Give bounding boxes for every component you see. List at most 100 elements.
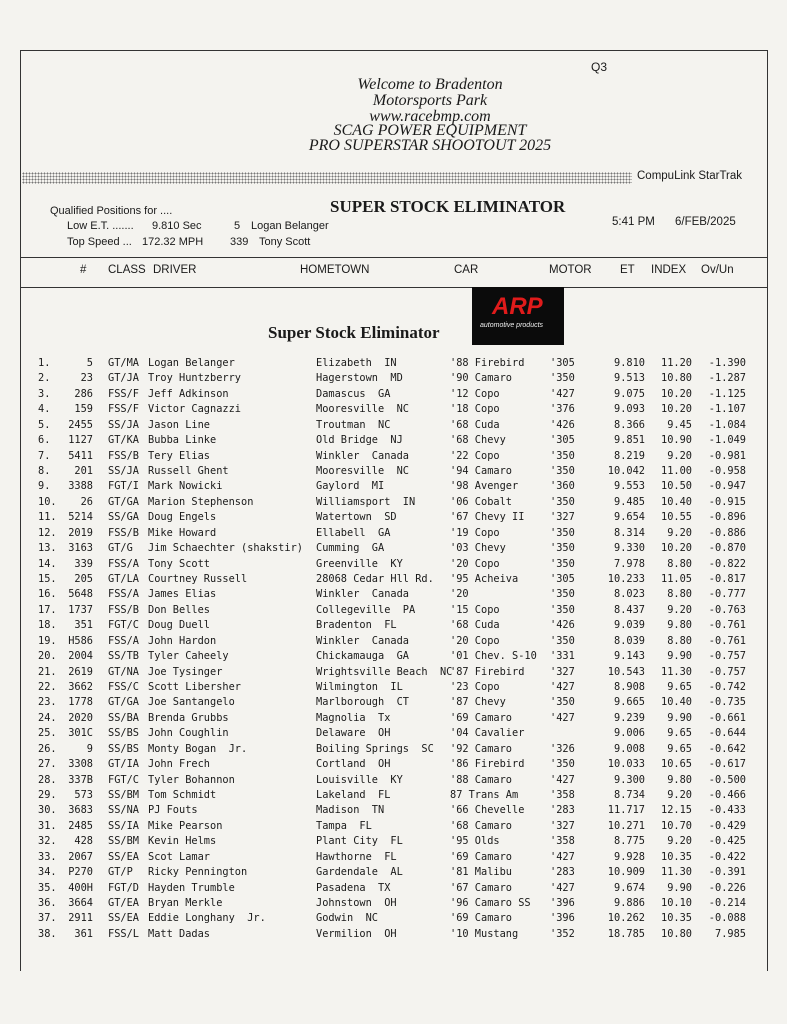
over-under: -0.777 bbox=[708, 588, 746, 601]
driver: Eddie Longhany Jr. bbox=[148, 912, 266, 925]
over-under: -1.390 bbox=[708, 357, 746, 369]
index: 9.80 bbox=[667, 619, 692, 632]
index: 10.80 bbox=[661, 372, 692, 385]
position: 38. bbox=[38, 927, 57, 940]
car: '90 Camaro bbox=[450, 372, 512, 385]
hometown: Greenville KY bbox=[316, 557, 403, 570]
motor: '305 bbox=[550, 434, 575, 447]
car: '96 Camaro SS bbox=[450, 897, 531, 910]
column-header: CLASS bbox=[108, 264, 146, 276]
position: 25. bbox=[38, 727, 57, 740]
class: FGT/D bbox=[108, 881, 139, 894]
car: '86 Firebird bbox=[450, 758, 525, 771]
driver: PJ Fouts bbox=[148, 804, 198, 817]
class: FSS/B bbox=[108, 603, 139, 616]
index: 10.80 bbox=[661, 927, 692, 940]
car-number: 2911 bbox=[68, 912, 93, 925]
position: 37. bbox=[38, 912, 57, 925]
driver: Russell Ghent bbox=[148, 465, 229, 477]
et: 10.543 bbox=[607, 665, 645, 678]
et: 9.886 bbox=[614, 897, 645, 910]
car: '94 Camaro bbox=[450, 465, 512, 477]
car-number: 2067 bbox=[68, 850, 93, 863]
hometown: Godwin NC bbox=[316, 912, 378, 925]
index: 9.20 bbox=[667, 835, 692, 848]
motor: '305 bbox=[550, 573, 575, 586]
top-speed-value: 172.32 MPH bbox=[142, 236, 204, 248]
index: 10.50 bbox=[661, 480, 692, 493]
motor: '350 bbox=[550, 758, 575, 771]
motor: '305 bbox=[550, 357, 575, 369]
motor: '427 bbox=[550, 711, 575, 724]
driver: Mike Pearson bbox=[148, 819, 223, 832]
driver: Mike Howard bbox=[148, 526, 217, 539]
motor: '350 bbox=[550, 495, 575, 508]
sponsor-logo: ARP automotive products bbox=[472, 287, 564, 345]
hometown: Williamsport IN bbox=[316, 495, 416, 508]
motor: '396 bbox=[550, 912, 575, 925]
car: '88 Camaro bbox=[450, 773, 512, 786]
motor: '327 bbox=[550, 665, 575, 678]
car: '87 Chevy bbox=[450, 696, 506, 709]
hometown: Cumming GA bbox=[316, 542, 385, 555]
driver: Tony Scott bbox=[148, 557, 210, 570]
driver: Doug Duell bbox=[148, 619, 210, 632]
hometown: Winkler Canada bbox=[316, 588, 409, 601]
motor: '350 bbox=[550, 603, 575, 616]
driver: Bubba Linke bbox=[148, 434, 217, 447]
car-number: H586 bbox=[68, 634, 93, 647]
index: 11.00 bbox=[661, 465, 692, 477]
position: 7. bbox=[38, 449, 51, 462]
index: 10.20 bbox=[661, 403, 692, 416]
position: 18. bbox=[38, 619, 57, 632]
position: 36. bbox=[38, 897, 57, 910]
hometown: Johnstown OH bbox=[316, 897, 397, 910]
car-number: 9 bbox=[86, 742, 93, 755]
index: 11.30 bbox=[661, 665, 692, 678]
car: '87 Firebird bbox=[450, 665, 525, 678]
motor: '326 bbox=[550, 742, 575, 755]
car-number: 205 bbox=[74, 573, 93, 586]
car-number: 3683 bbox=[68, 804, 93, 817]
car: '06 Cobalt bbox=[450, 495, 512, 508]
column-header: MOTOR bbox=[549, 264, 592, 276]
et: 9.553 bbox=[614, 480, 645, 493]
over-under: -0.896 bbox=[708, 511, 746, 524]
class: FSS/L bbox=[108, 927, 139, 940]
car-number: 5214 bbox=[68, 511, 93, 524]
class: FSS/B bbox=[108, 449, 139, 462]
position: 15. bbox=[38, 573, 57, 586]
over-under: -1.107 bbox=[708, 403, 746, 416]
driver: Logan Belanger bbox=[148, 357, 235, 369]
motor: '350 bbox=[550, 449, 575, 462]
car: '88 Firebird bbox=[450, 357, 525, 369]
motor: '427 bbox=[550, 387, 575, 400]
class: SS/EA bbox=[108, 850, 139, 863]
column-header: DRIVER bbox=[153, 264, 197, 276]
index: 10.20 bbox=[661, 542, 692, 555]
index: 9.45 bbox=[667, 418, 692, 431]
class: FSS/C bbox=[108, 681, 139, 694]
car: '68 Chevy bbox=[450, 434, 506, 447]
motor: '396 bbox=[550, 897, 575, 910]
driver: Marion Stephenson bbox=[148, 495, 254, 508]
class: FSS/F bbox=[108, 403, 139, 416]
et: 9.143 bbox=[614, 650, 645, 663]
logo-tagline: automotive products bbox=[480, 322, 544, 329]
car-number: 286 bbox=[74, 387, 93, 400]
motor: '350 bbox=[550, 372, 575, 385]
hometown: Wrightsville Beach NC bbox=[316, 665, 453, 678]
motor: '327 bbox=[550, 819, 575, 832]
class: FSS/A bbox=[108, 588, 139, 601]
car-number: 3163 bbox=[68, 542, 93, 555]
et: 9.513 bbox=[614, 372, 645, 385]
class: SS/JA bbox=[108, 465, 139, 477]
hometown: Winkler Canada bbox=[316, 634, 409, 647]
class: SS/EA bbox=[108, 912, 139, 925]
hometown: Pasadena TX bbox=[316, 881, 391, 894]
driver: Doug Engels bbox=[148, 511, 217, 524]
hometown: Madison TN bbox=[316, 804, 385, 817]
motor: '426 bbox=[550, 619, 575, 632]
driver: Troy Huntzberry bbox=[148, 372, 241, 385]
index: 10.35 bbox=[661, 912, 692, 925]
